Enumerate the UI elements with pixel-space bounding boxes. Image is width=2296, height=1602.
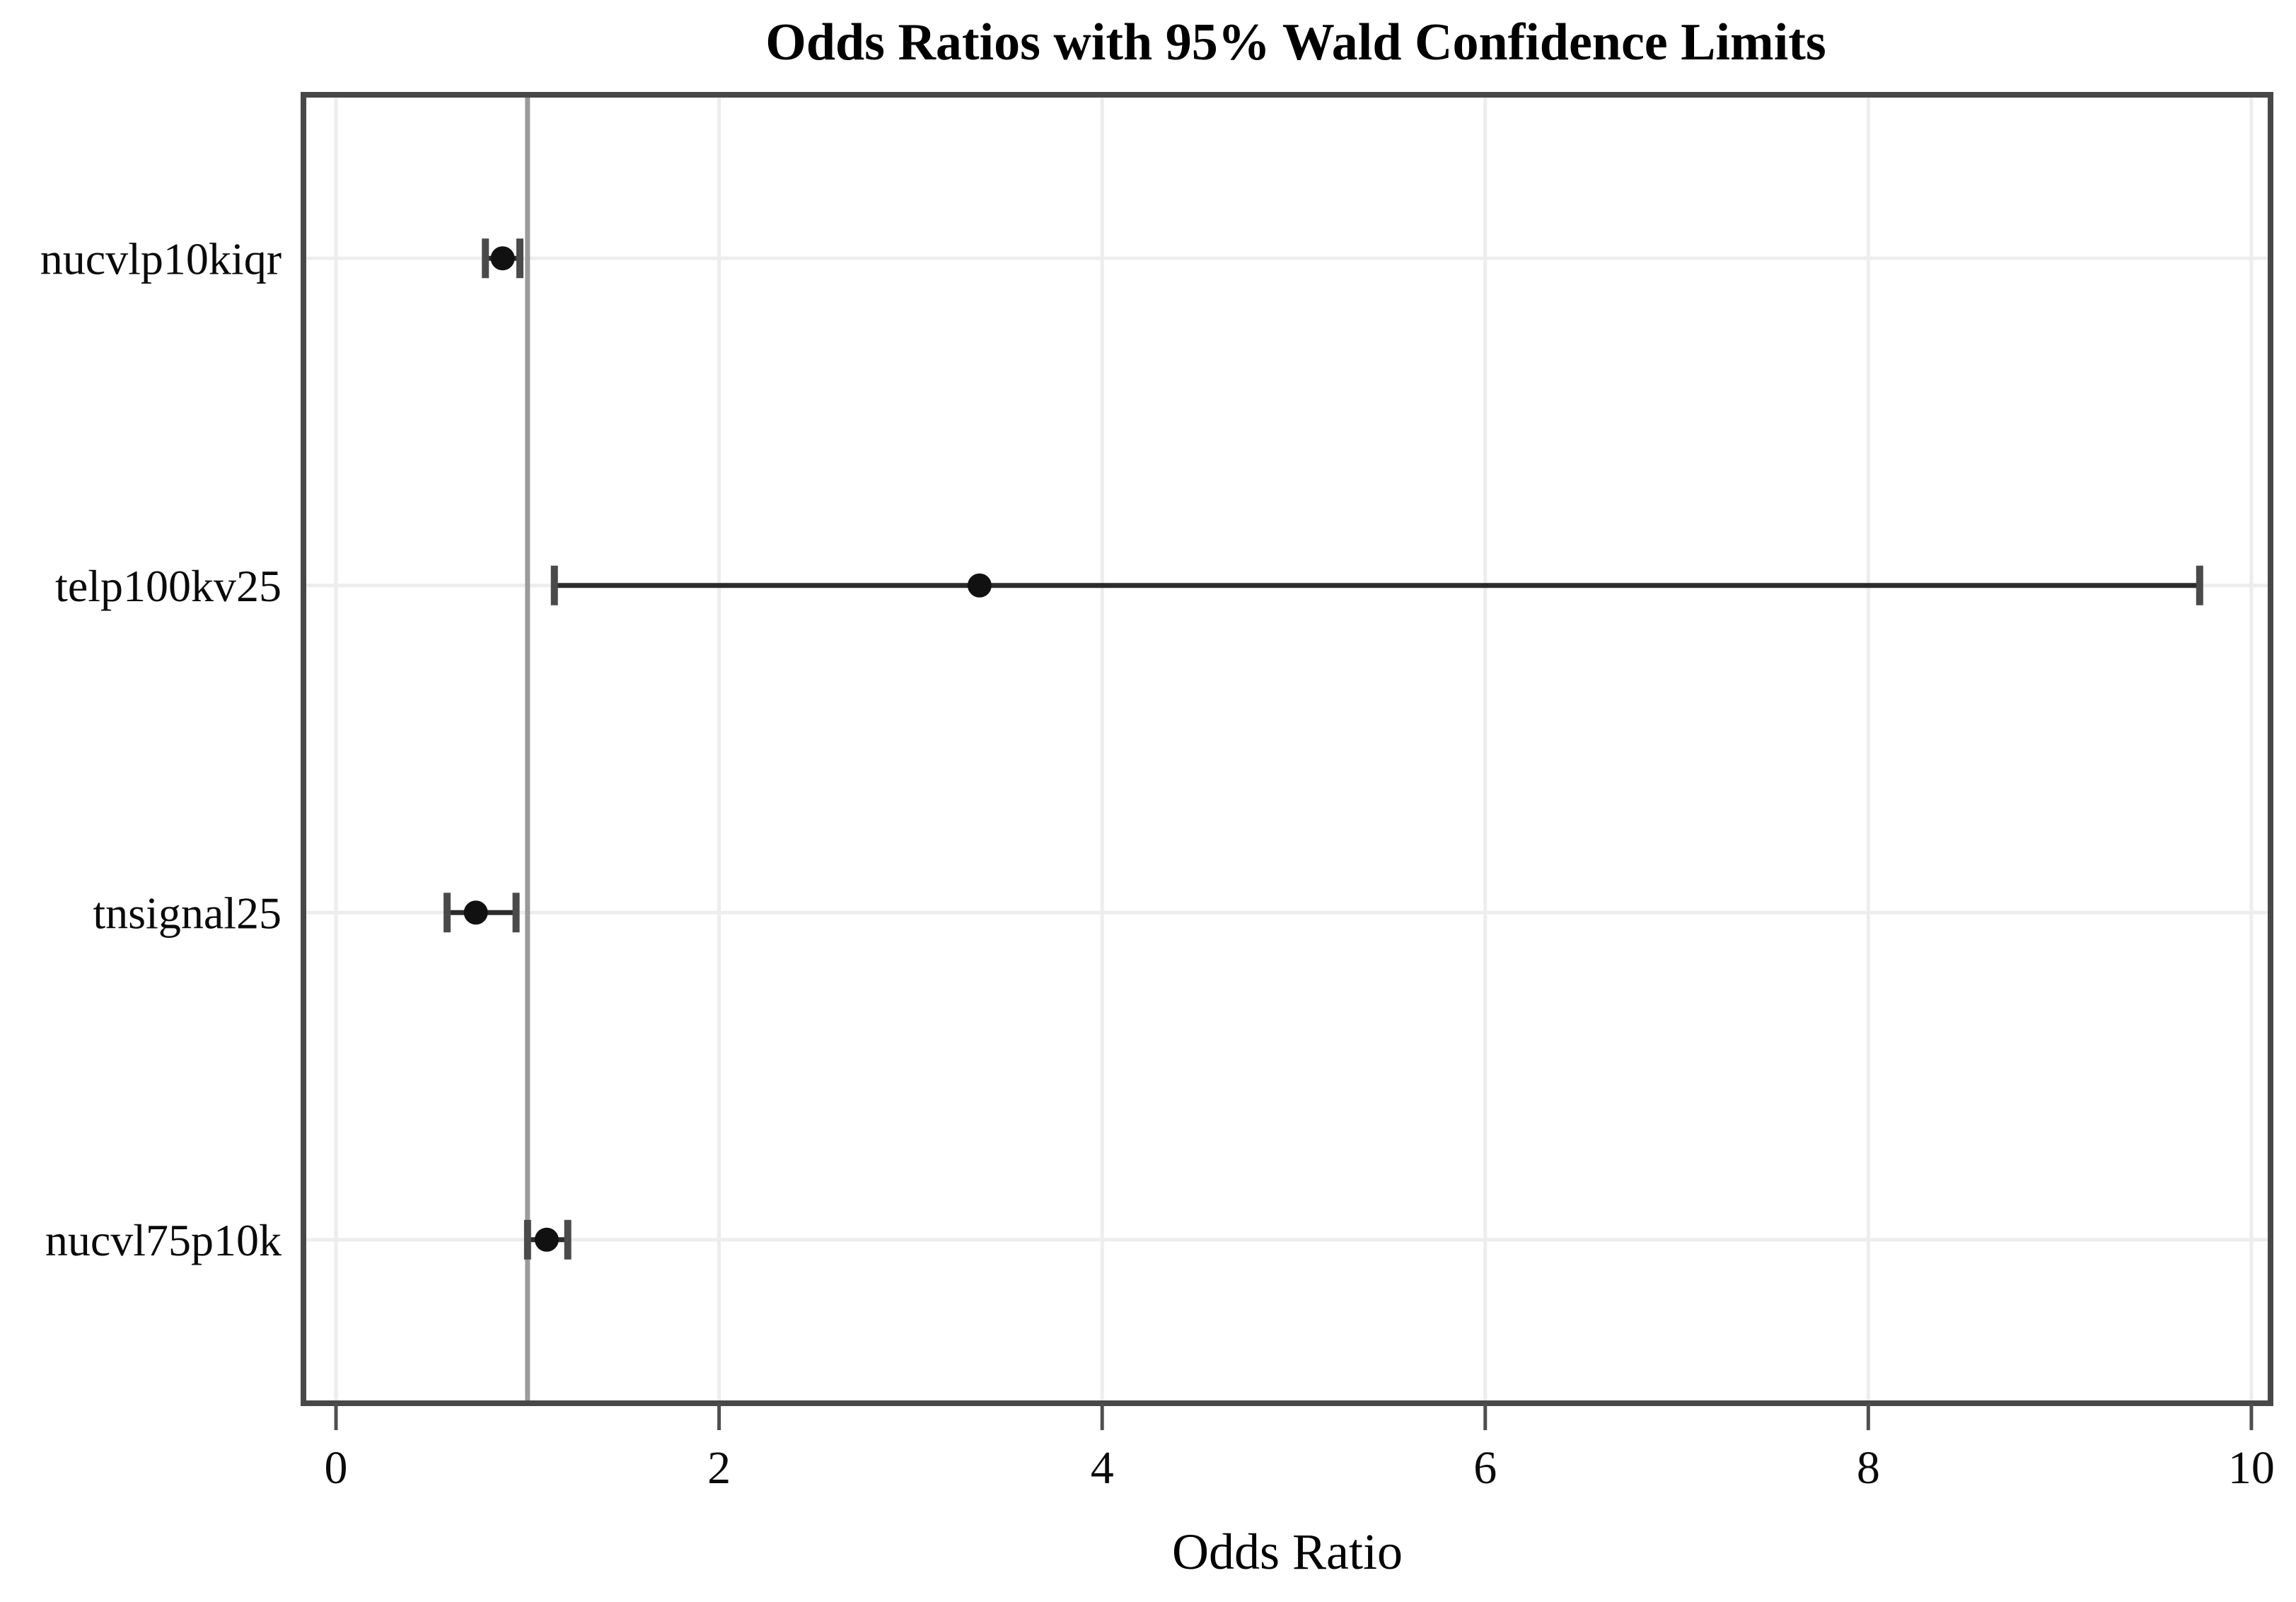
odds-ratio-point <box>463 900 488 925</box>
odds-ratio-point <box>490 246 515 271</box>
chart-title: Odds Ratios with 95% Wald Confidence Lim… <box>765 13 1826 71</box>
x-tick-label: 6 <box>1473 1442 1497 1494</box>
x-tick-label: 2 <box>707 1442 731 1494</box>
odds-ratio-point <box>967 573 992 598</box>
y-axis-label: nucvlp10kiqr <box>40 233 282 284</box>
x-tick-label: 4 <box>1091 1442 1114 1494</box>
plot-area: 0 2 4 6 8 10 nucvlp10kiqr telp100kv25 tnsignal25… <box>40 92 2275 1494</box>
x-axis-title: Odds Ratio <box>1172 1523 1403 1580</box>
x-tick-label: 10 <box>2228 1442 2275 1494</box>
y-axis-label: tnsignal25 <box>93 888 282 938</box>
x-tick-label: 8 <box>1857 1442 1880 1494</box>
y-axis-label: nucvl75p10k <box>45 1215 282 1265</box>
plot-frame <box>301 92 2273 1406</box>
odds-ratio-point <box>534 1227 559 1252</box>
x-tick-label: 0 <box>325 1442 348 1494</box>
y-axis-label: telp100kv25 <box>55 561 282 611</box>
